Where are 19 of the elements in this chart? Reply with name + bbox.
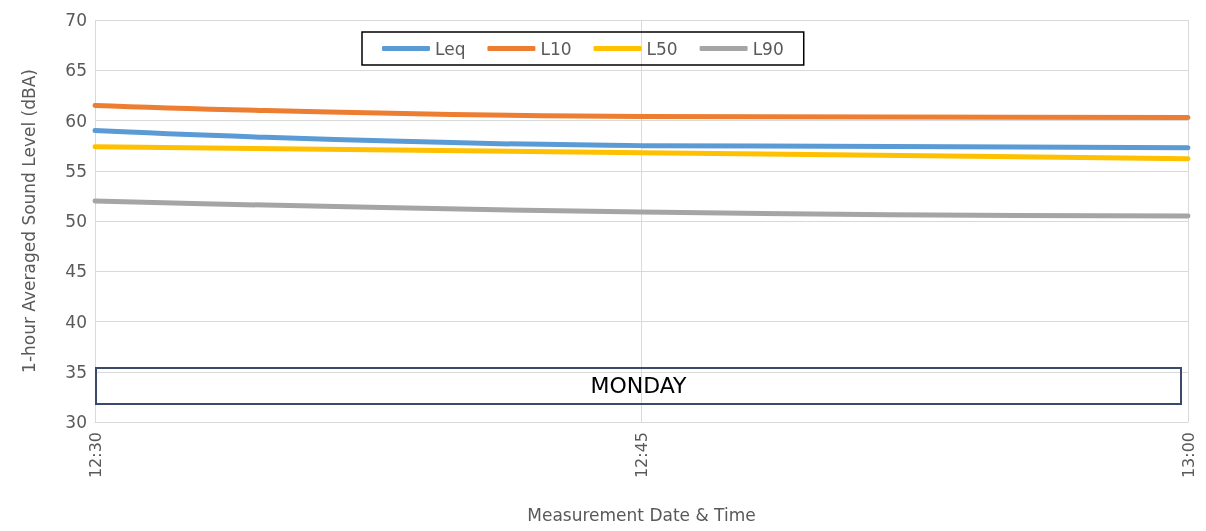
y-tick-label: 45 bbox=[65, 261, 87, 282]
annotation: MONDAY bbox=[95, 366, 1182, 405]
y-tick-label: 70 bbox=[65, 10, 87, 30]
legend-label: L10 bbox=[540, 38, 572, 59]
y-tick-label: 35 bbox=[65, 361, 87, 382]
y-tick-label: 30 bbox=[65, 412, 87, 432]
y-tick-label: 50 bbox=[65, 211, 87, 231]
x-tick-label: 12:30 bbox=[85, 432, 105, 479]
legend-label: L50 bbox=[646, 38, 678, 59]
x-axis-title: Measurement Date & Time bbox=[527, 504, 756, 525]
x-tick-label: 12:45 bbox=[632, 432, 651, 479]
y-tick-label: 65 bbox=[65, 60, 87, 81]
legend-label: L90 bbox=[752, 38, 784, 59]
y-tick-label: 60 bbox=[65, 110, 87, 131]
y-tick-label: 55 bbox=[65, 160, 87, 181]
x-tick-label: 13:00 bbox=[1178, 432, 1198, 479]
y-axis-title: 1-hour Averaged Sound Level (dBA) bbox=[18, 69, 39, 373]
y-tick-label: 40 bbox=[65, 311, 87, 332]
legend-label: Leq bbox=[435, 38, 466, 59]
